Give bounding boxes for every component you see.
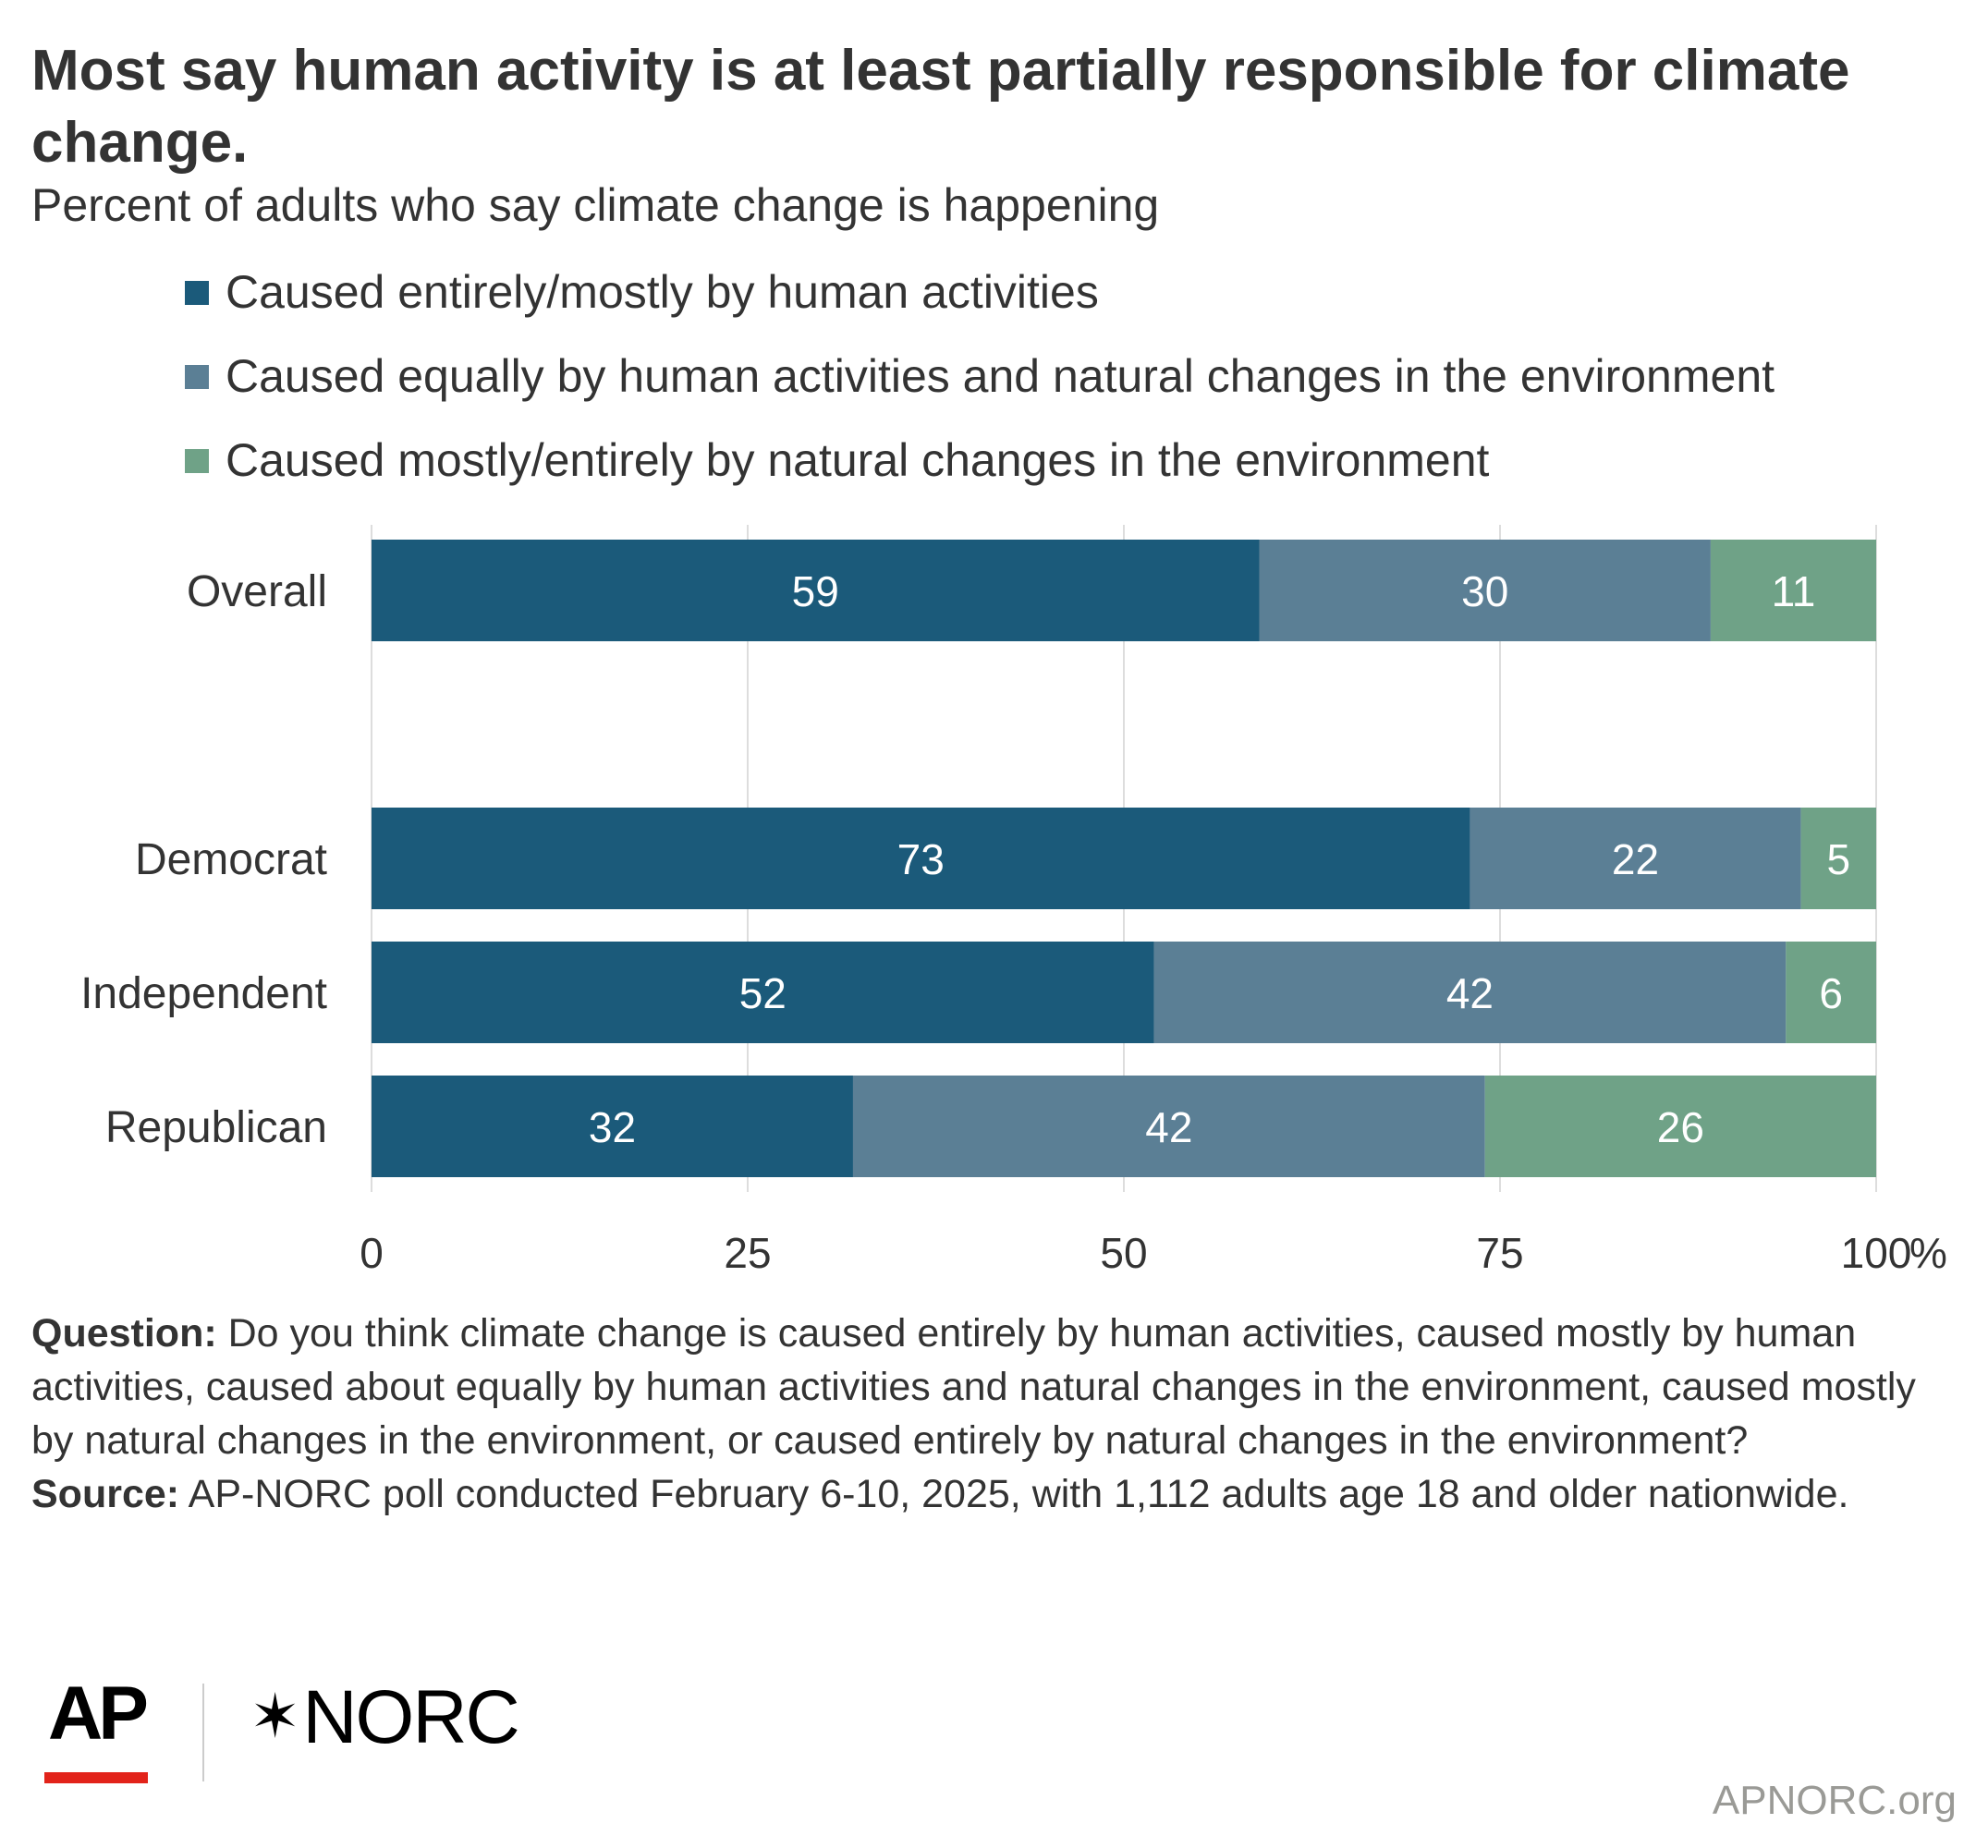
data-label: 26 xyxy=(1657,1103,1704,1151)
question-text: Do you think climate change is caused en… xyxy=(31,1311,1916,1463)
category-label: Independent xyxy=(80,969,327,1018)
source-text: AP-NORC poll conducted February 6-10, 20… xyxy=(179,1472,1849,1516)
bar-segment xyxy=(372,942,1154,1043)
bar-segment xyxy=(1710,540,1876,641)
source-label: Source: xyxy=(31,1472,180,1516)
data-label: 22 xyxy=(1612,835,1659,883)
legend-label-equal: Caused equally by human activities and n… xyxy=(226,350,1775,402)
x-tick-label: 100 xyxy=(1841,1229,1912,1277)
ap-logo-bar xyxy=(44,1772,148,1783)
x-axis-unit: % xyxy=(1909,1229,1947,1277)
data-label: 11 xyxy=(1772,567,1816,615)
x-tick-label: 25 xyxy=(724,1229,771,1277)
bar-segment xyxy=(372,540,1260,641)
data-label: 30 xyxy=(1461,567,1508,615)
legend: Caused entirely/mostly by human activiti… xyxy=(185,264,1775,517)
data-label: 5 xyxy=(1827,835,1851,883)
footnote: Question: Do you think climate change is… xyxy=(31,1307,1954,1521)
data-label: 73 xyxy=(897,835,945,883)
ap-logo: AP xyxy=(48,1672,149,1756)
bar-segment xyxy=(372,808,1470,909)
data-label: 32 xyxy=(589,1103,636,1151)
legend-item-equal: Caused equally by human activities and n… xyxy=(185,348,1775,432)
category-label: Democrat xyxy=(135,835,327,884)
bar-segment xyxy=(852,1076,1485,1177)
legend-label-human: Caused entirely/mostly by human activiti… xyxy=(226,266,1099,318)
legend-swatch-natural xyxy=(185,449,209,473)
category-label: Republican xyxy=(105,1103,327,1152)
site-url: APNORC.org xyxy=(1712,1778,1957,1823)
x-tick-label: 50 xyxy=(1100,1229,1147,1277)
chart-title: Most say human activity is at least part… xyxy=(31,39,1850,175)
legend-label-natural: Caused mostly/entirely by natural change… xyxy=(226,434,1490,486)
data-label: 52 xyxy=(739,969,787,1017)
star-icon: ✶ xyxy=(250,1682,300,1750)
legend-swatch-equal xyxy=(185,365,209,389)
bar-segment xyxy=(1484,1076,1876,1177)
data-label: 6 xyxy=(1819,969,1843,1017)
bar-segment xyxy=(1153,942,1787,1043)
norc-logo-text: NORC xyxy=(302,1675,519,1759)
x-tick-label: 0 xyxy=(360,1229,384,1277)
bar-segment xyxy=(372,1076,853,1177)
norc-logo: ✶NORC xyxy=(250,1674,520,1759)
category-label: Overall xyxy=(187,567,327,616)
question-label: Question: xyxy=(31,1311,217,1356)
chart-subtitle: Percent of adults who say climate change… xyxy=(31,179,1160,231)
bar-segment xyxy=(1470,808,1801,909)
data-label: 59 xyxy=(792,567,839,615)
data-label: 42 xyxy=(1446,969,1494,1017)
bar-segment xyxy=(1259,540,1711,641)
data-label: 42 xyxy=(1145,1103,1192,1151)
bar-segment xyxy=(1786,942,1876,1043)
bar-segment xyxy=(1800,808,1876,909)
legend-item-human: Caused entirely/mostly by human activiti… xyxy=(185,264,1775,348)
x-tick-label: 75 xyxy=(1476,1229,1523,1277)
stacked-bar-chart: Overall 59 30 11 Democrat 73 22 5 Independent 52 4… xyxy=(80,525,1947,1277)
legend-swatch-human xyxy=(185,281,209,305)
legend-item-natural: Caused mostly/entirely by natural change… xyxy=(185,432,1775,517)
logo-divider xyxy=(202,1684,204,1781)
